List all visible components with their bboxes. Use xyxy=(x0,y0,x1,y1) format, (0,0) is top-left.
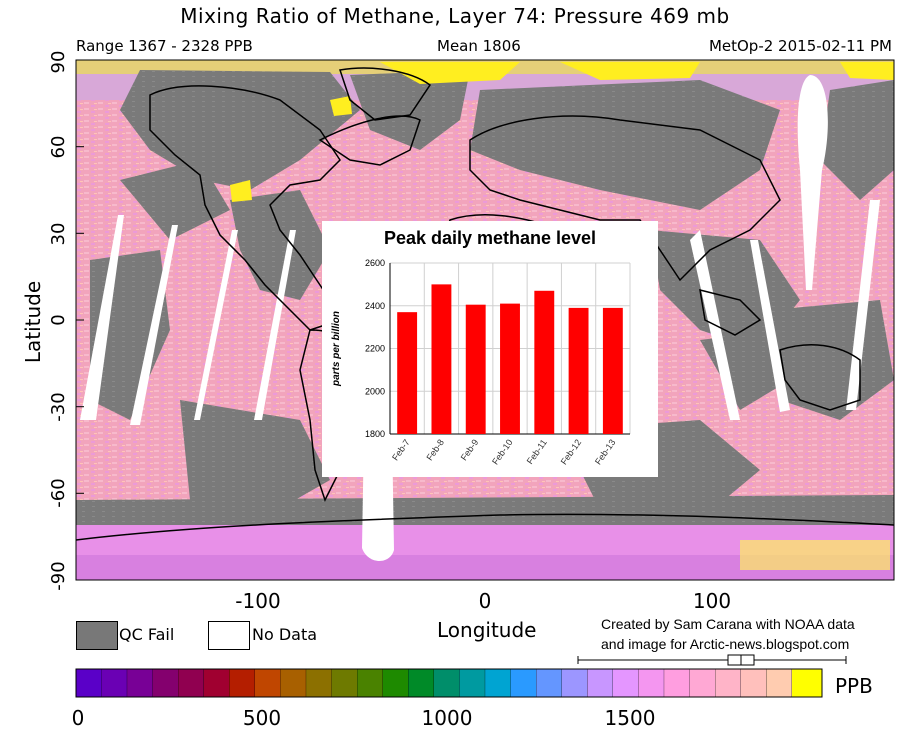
colorbar-segment xyxy=(152,669,179,697)
colorbar-tick-1000: 1000 xyxy=(421,706,473,730)
no-data-swatch xyxy=(208,621,250,650)
range-label: Range 1367 - 2328 PPB xyxy=(76,37,253,55)
bar-feb-9 xyxy=(465,304,486,434)
colorbar-segment xyxy=(382,669,409,697)
colorbar-segment xyxy=(331,669,358,697)
colorbar-segment xyxy=(408,669,435,697)
colorbar-segment xyxy=(76,669,103,697)
qc-fail-swatch xyxy=(76,621,118,650)
colorbar-segment xyxy=(766,669,793,697)
chart-title: Peak daily methane level xyxy=(383,228,597,248)
colorbar-segment xyxy=(536,669,563,697)
colorbar-tick-500: 500 xyxy=(242,706,282,730)
colorbar-segment xyxy=(587,669,614,697)
colorbar-segment xyxy=(178,669,205,697)
bar-feb-13 xyxy=(602,307,623,434)
latitude-ticks xyxy=(76,59,84,581)
high-concentration-patches xyxy=(230,62,894,202)
colorbar-segment xyxy=(561,669,588,697)
x-tick-label: Feb-8 xyxy=(424,437,446,462)
bar-feb-7 xyxy=(397,312,418,434)
y-axis-label: Latitude xyxy=(21,280,45,364)
x-tick-label: Feb-13 xyxy=(593,437,618,466)
colorbar-segment xyxy=(689,669,716,697)
colorbar-segment xyxy=(613,669,640,697)
colorbar-segment xyxy=(434,669,461,697)
credit-line-1: Created by Sam Carana with NOAA data xyxy=(601,616,855,632)
x-axis-label: Longitude xyxy=(437,618,537,642)
lon-tick-minus100: -100 xyxy=(235,589,280,613)
lat-tick-minus60: -60 xyxy=(48,478,69,507)
credit-line-2: and image for Arctic-news.blogspot.com xyxy=(601,636,850,652)
colorbar-segment xyxy=(229,669,256,697)
colorbar-segment xyxy=(255,669,282,697)
y-tick-label: 2200 xyxy=(365,344,385,354)
lon-tick-100: 100 xyxy=(693,589,731,613)
colorbar-segment xyxy=(101,669,128,697)
mean-label: Mean 1806 xyxy=(437,37,521,55)
colorbar-segment xyxy=(485,669,512,697)
colorbar-segment xyxy=(715,669,742,697)
colorbar-segment xyxy=(357,669,384,697)
lon-tick-0: 0 xyxy=(479,589,492,613)
y-tick-label: 2600 xyxy=(365,258,385,268)
colorbar-segment xyxy=(127,669,154,697)
source-label: MetOp-2 2015-02-11 PM xyxy=(708,37,892,55)
methane-map xyxy=(76,60,894,580)
colorbar-unit: PPB xyxy=(835,674,873,698)
colorbar-tick-0: 0 xyxy=(71,706,85,730)
colorbar-segment xyxy=(203,669,230,697)
lat-tick-60: 60 xyxy=(48,136,69,159)
colorbar-segment xyxy=(510,669,537,697)
x-tick-label: Feb-12 xyxy=(559,437,584,466)
colorbar-segment xyxy=(459,669,486,697)
x-tick-label: Feb-10 xyxy=(490,437,515,466)
lat-tick-30: 30 xyxy=(48,223,69,246)
colorbar-frame xyxy=(75,668,823,698)
longitude-tick-labels: -100 0 100 xyxy=(235,589,731,613)
credit-text: Created by Sam Carana with NOAA data and… xyxy=(601,614,855,654)
lat-tick-90: 90 xyxy=(48,51,69,74)
lat-tick-0: 0 xyxy=(48,314,69,325)
bar-feb-10 xyxy=(500,303,520,434)
bar-feb-11 xyxy=(534,290,555,434)
x-tick-label: Feb-11 xyxy=(525,437,549,466)
latitude-tick-labels: 90 60 30 0 -30 -60 -90 xyxy=(48,51,69,591)
colorbar-segment xyxy=(792,669,822,697)
no-data-label: No Data xyxy=(252,625,318,644)
inset-bar-chart: Peak daily methane level 2600 2400 2200 200… xyxy=(322,221,658,477)
colorbar-segment xyxy=(306,669,333,697)
page-title: Mixing Ratio of Methane, Layer 74: Press… xyxy=(180,4,730,28)
y-tick-label: 1800 xyxy=(365,429,385,439)
colorbar-tick-1500: 1500 xyxy=(604,706,656,730)
bar-feb-8 xyxy=(431,284,452,434)
lat-tick-minus90: -90 xyxy=(48,561,69,590)
colorbar xyxy=(76,669,822,697)
bar-feb-12 xyxy=(568,307,589,434)
x-tick-label: Feb-9 xyxy=(459,437,481,462)
qc-fail-label: QC Fail xyxy=(119,625,175,644)
x-tick-label: Feb-7 xyxy=(390,437,412,462)
y-tick-label: 2400 xyxy=(365,301,385,311)
colorbar-segment xyxy=(740,669,767,697)
lat-tick-minus30: -30 xyxy=(48,392,69,421)
chart-canvas: 2600 2400 2200 2000 1800 parts per billion Feb… xyxy=(331,258,631,467)
colorbar-segment xyxy=(664,669,691,697)
y-tick-label: 2000 xyxy=(365,386,385,396)
chart-y-label: parts per billion xyxy=(331,311,342,387)
colorbar-segment xyxy=(638,669,665,697)
range-boxplot xyxy=(577,654,847,666)
colorbar-segment xyxy=(280,669,307,697)
